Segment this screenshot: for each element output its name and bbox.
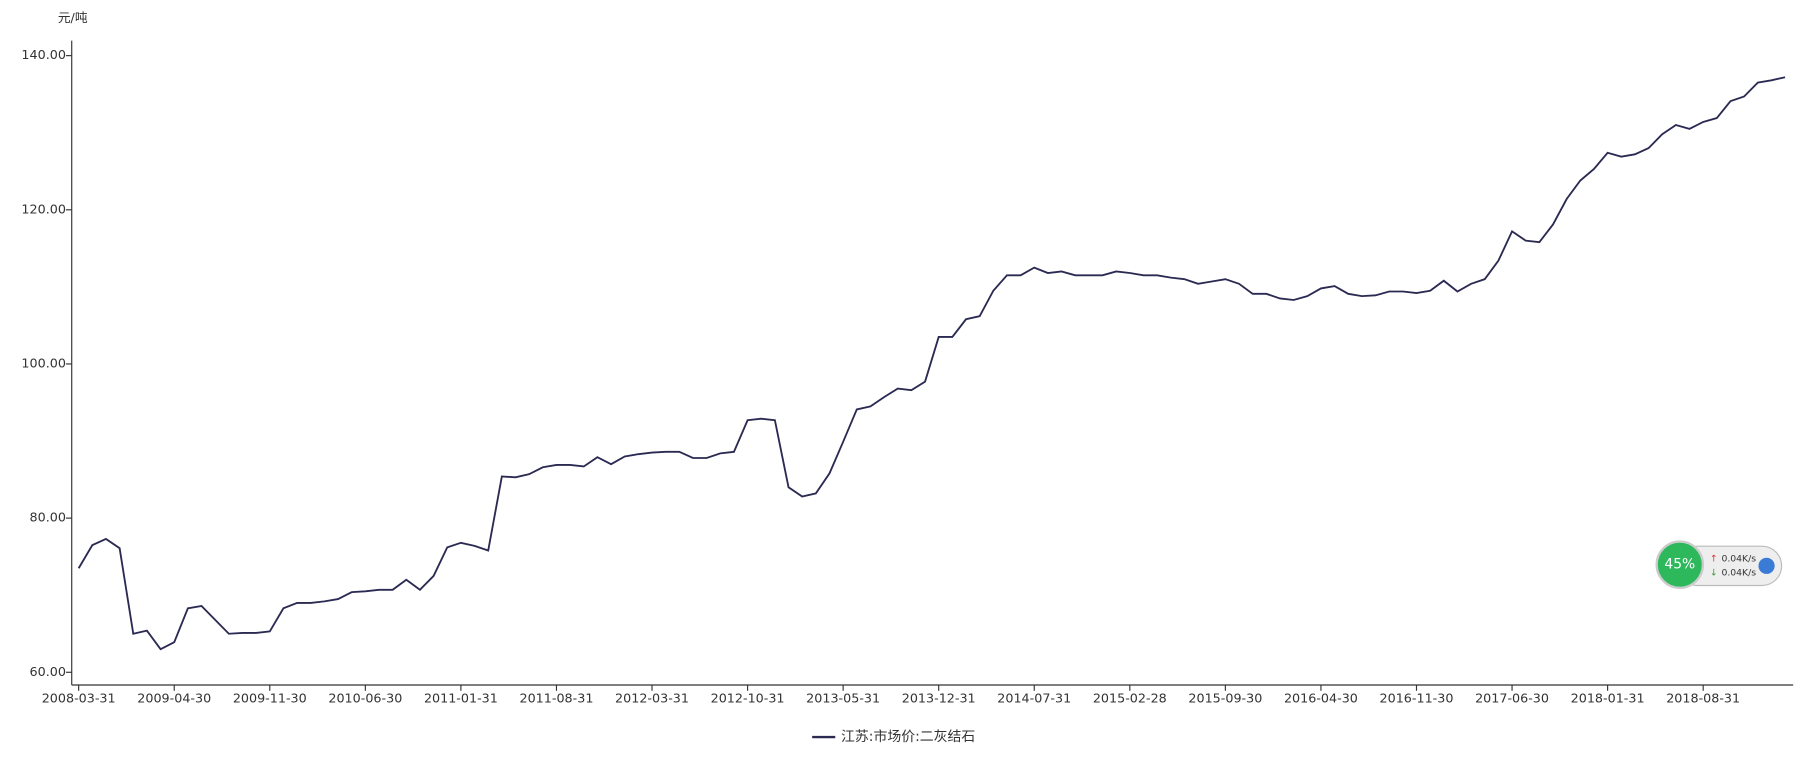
y-tick-label: 140.00 — [21, 47, 66, 62]
x-tick-label: 2015-09-30 — [1188, 690, 1262, 705]
x-tick-label: 2012-03-31 — [615, 690, 689, 705]
x-tick-label: 2018-01-31 — [1571, 690, 1645, 705]
x-tick-label: 2009-11-30 — [233, 690, 307, 705]
x-tick-label: 2013-05-31 — [806, 690, 880, 705]
series-line — [77, 76, 1786, 651]
y-axis-label: 元/吨 — [58, 10, 88, 25]
widget-download: 0.04K/s — [1721, 567, 1756, 578]
x-tick-label: 2009-04-30 — [137, 690, 211, 705]
x-tick-label: 2010-06-30 — [328, 690, 402, 705]
y-tick-label: 120.00 — [21, 201, 66, 216]
x-tick-label: 2016-04-30 — [1284, 690, 1358, 705]
legend-label: 江苏:市场价:二灰结石 — [841, 728, 975, 745]
down-arrow: ↓ — [1710, 567, 1718, 578]
x-tick-label: 2015-02-28 — [1093, 690, 1167, 705]
x-tick-label: 2012-10-31 — [711, 690, 785, 705]
x-tick-label: 2016-11-30 — [1380, 690, 1454, 705]
widget-button[interactable] — [1758, 557, 1775, 574]
speed-widget[interactable]: 45% 0.04K/s 0.04K/s ↑ ↓ — [1655, 540, 1783, 589]
up-arrow: ↑ — [1710, 553, 1718, 564]
widget-upload: 0.04K/s — [1721, 553, 1756, 564]
widget-circle — [1655, 540, 1705, 589]
x-tick-label: 2011-01-31 — [424, 690, 498, 705]
y-tick-label: 80.00 — [30, 510, 66, 525]
x-tick-label: 2008-03-31 — [42, 690, 116, 705]
x-tick-label: 2018-08-31 — [1666, 690, 1740, 705]
x-tick-label: 2011-08-31 — [520, 690, 594, 705]
y-tick-label: 60.00 — [30, 664, 66, 679]
x-tick-label: 2013-12-31 — [902, 690, 976, 705]
x-tick-label: 2017-06-30 — [1475, 690, 1549, 705]
x-tick-label: 2014-07-31 — [997, 690, 1071, 705]
widget-percent: 45% — [1664, 557, 1695, 573]
y-tick-label: 100.00 — [21, 355, 66, 370]
